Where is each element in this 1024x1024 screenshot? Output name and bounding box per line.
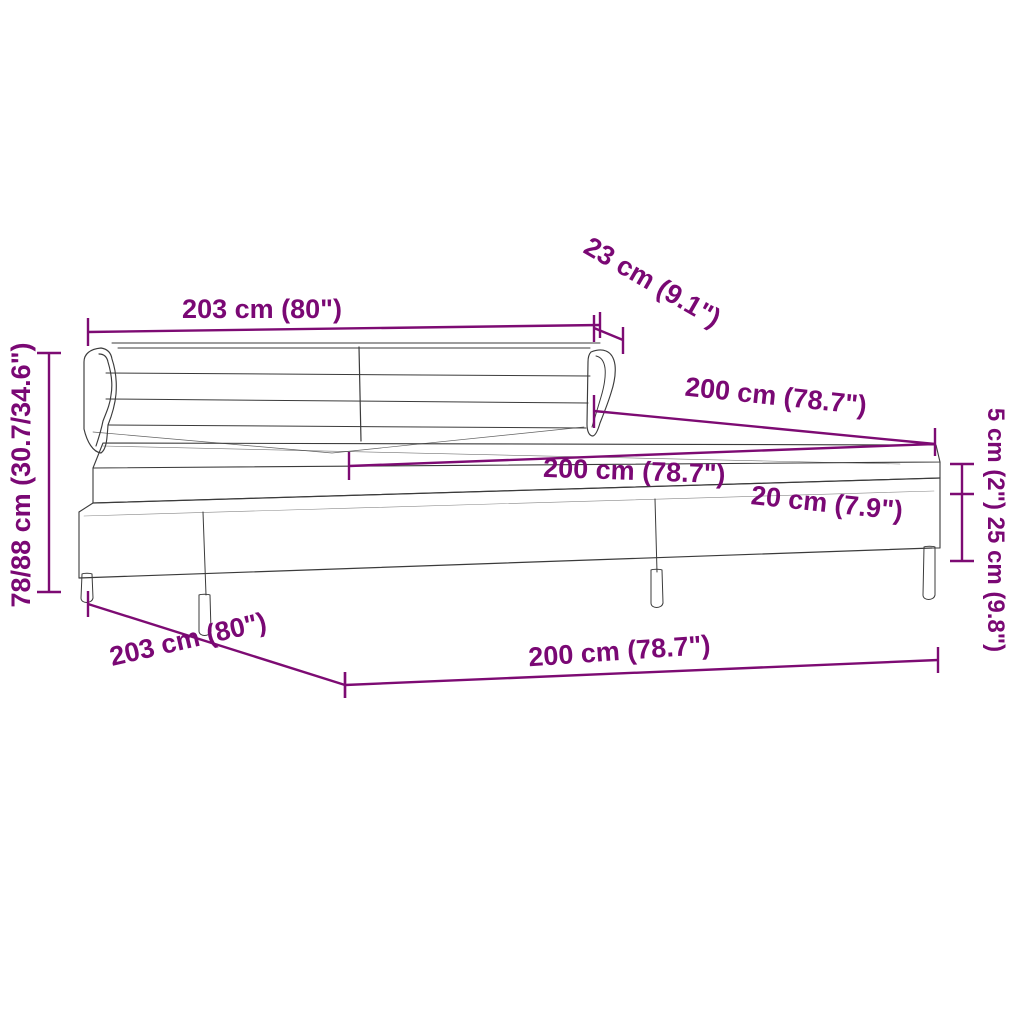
svg-text:5 cm (2") 25 cm (9.8"): 5 cm (2") 25 cm (9.8") — [982, 408, 1009, 652]
svg-text:78/88 cm (30.7/34.6"): 78/88 cm (30.7/34.6") — [6, 343, 36, 608]
svg-text:203 cm (80"): 203 cm (80") — [182, 294, 342, 324]
svg-text:200 cm (78.7"): 200 cm (78.7") — [543, 453, 726, 489]
